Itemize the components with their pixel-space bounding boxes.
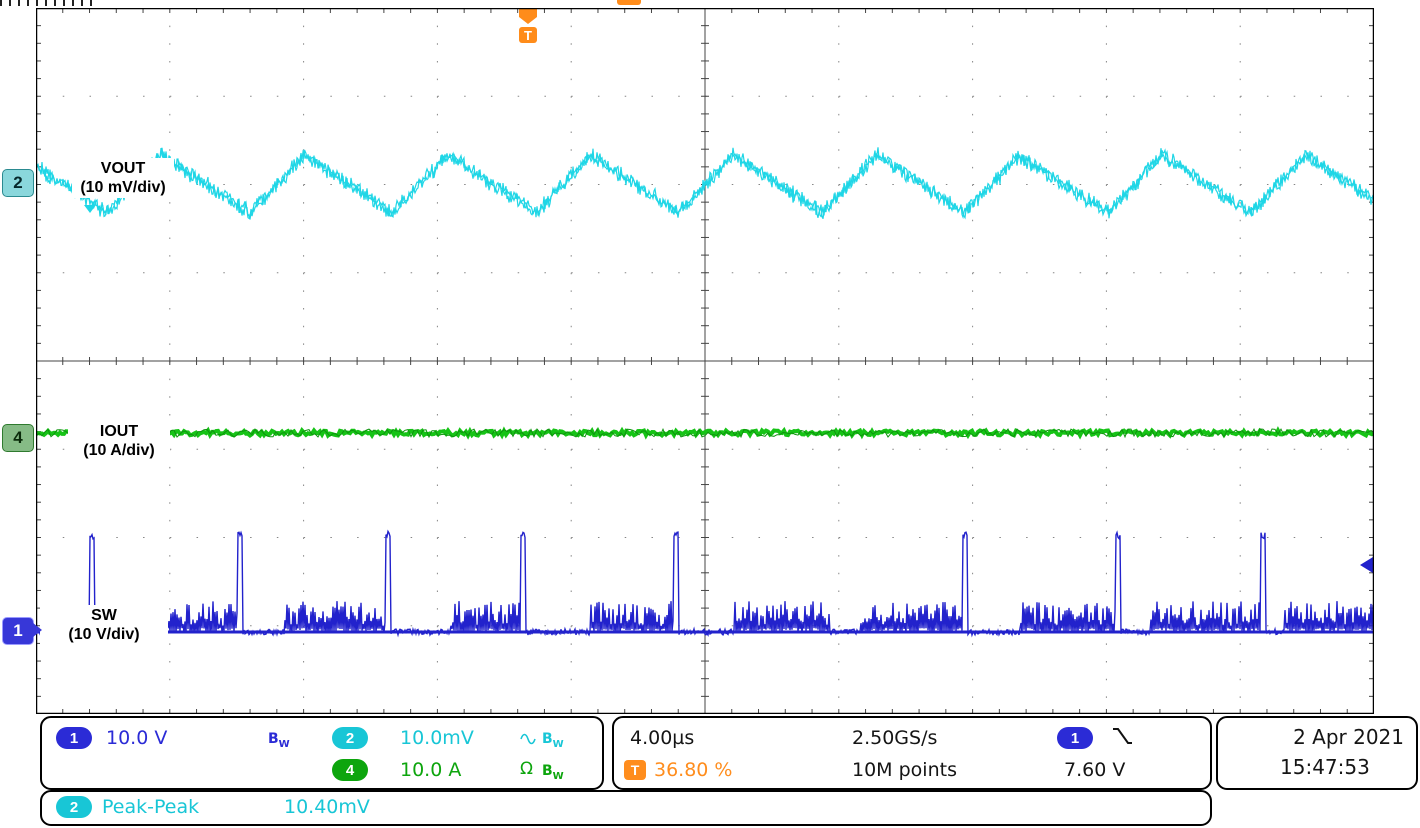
channel-1-badge[interactable]: 1 [2,617,34,645]
time-value: 15:47:53 [1280,755,1370,779]
date-value: 2 Apr 2021 [1293,725,1404,749]
ohm-icon: Ω [520,759,533,779]
graticule-svg: T [36,8,1374,714]
sw-name: SW [91,607,117,624]
ch4-bandwidth-icon: BW [542,763,564,782]
ch4-pill[interactable]: 4 [332,759,368,781]
svg-text:T: T [524,28,532,43]
measurement-box[interactable]: 2 Peak-Peak 10.40mV [40,790,1212,826]
cropped-ui-fragment [0,0,96,6]
channel-1-position-arrow [33,623,42,637]
measurement-label: Peak-Peak [102,796,200,818]
vout-name: VOUT [100,160,146,177]
measurement-channel-pill[interactable]: 2 [56,796,92,818]
channel-2-badge[interactable]: 2 [2,169,34,197]
horizontal-readout-box[interactable]: 4.00µs 2.50GS/s 1 T 36.80 % 10M points 7… [612,716,1212,790]
ch2-pill[interactable]: 2 [332,727,368,749]
sw-scale: (10 V/div) [68,626,140,643]
channel-4-badge[interactable]: 4 [2,424,34,452]
timebase-value: 4.00µs [630,727,695,749]
waveform-display: T VOUT (10 mV/div) IOUT (10 A/div) SW (1… [36,8,1374,714]
trigger-level-value: 7.60 V [1064,759,1126,781]
ch1-pill[interactable]: 1 [56,727,92,749]
trigger-source-pill[interactable]: 1 [1057,727,1093,749]
vout-channel-label: VOUT (10 mV/div) [72,158,174,198]
record-length-value: 10M points [852,759,957,781]
trigger-position-icon: T [624,760,646,780]
falling-edge-icon [1110,725,1134,754]
measurement-value: 10.40mV [284,796,370,818]
ch1-scale: 10.0 V [106,727,168,749]
vertical-readout-box[interactable]: 1 10.0 V BW 2 10.0mV BW 4 10.0 A Ω BW [40,716,604,790]
ch2-bandwidth-icon: BW [542,731,564,750]
ch4-scale: 10.0 A [400,759,462,781]
trigger-position-value: 36.80 % [654,759,733,781]
vout-scale: (10 mV/div) [80,179,166,196]
sample-rate-value: 2.50GS/s [852,727,938,749]
cropped-ui-fragment-orange [617,0,641,5]
ac-ripple-icon [520,731,540,752]
datetime-box: 2 Apr 2021 15:47:53 [1216,716,1418,790]
ch2-scale: 10.0mV [400,727,474,749]
iout-name: IOUT [99,423,139,440]
iout-scale: (10 A/div) [83,442,155,459]
sw-channel-label: SW (10 V/div) [40,605,168,645]
ch1-bandwidth-icon: BW [268,731,290,750]
iout-channel-label: IOUT (10 A/div) [68,421,170,461]
